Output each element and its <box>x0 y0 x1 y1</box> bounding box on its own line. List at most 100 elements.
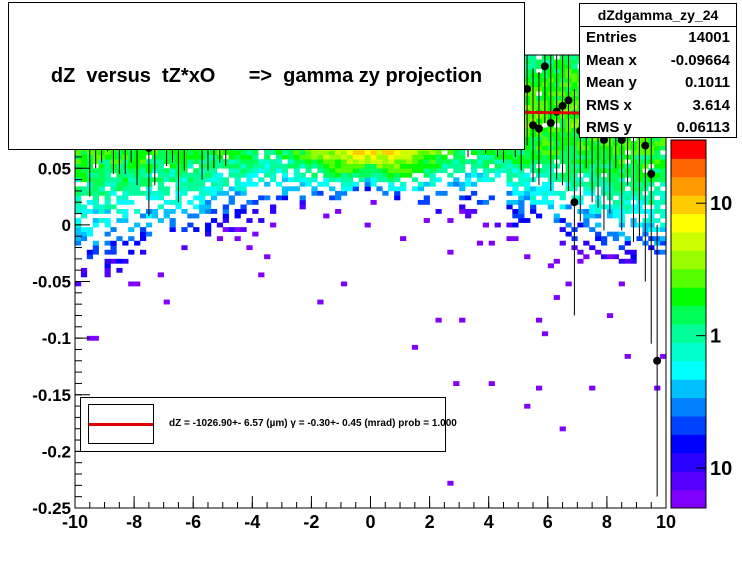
heatmap-cell <box>346 168 354 174</box>
palette-band <box>671 213 706 233</box>
heatmap-cell <box>246 172 253 178</box>
heatmap-cell <box>530 190 537 196</box>
heatmap-cell <box>435 317 442 323</box>
heatmap-cell <box>352 181 359 187</box>
heatmap-cell <box>199 177 206 183</box>
heatmap-cell <box>346 163 354 169</box>
heatmap-cell <box>140 227 147 232</box>
heatmap-cell <box>234 172 241 178</box>
heatmap-cell <box>270 177 277 183</box>
heatmap-cell <box>151 190 159 196</box>
heatmap-cell <box>524 403 531 409</box>
heatmap-cell <box>264 181 271 187</box>
heatmap-cell <box>388 154 395 160</box>
heatmap-cell <box>417 181 424 187</box>
heatmap-cell <box>476 150 484 155</box>
heatmap-cell <box>583 213 590 219</box>
heatmap-cell <box>382 159 389 165</box>
heatmap-cell <box>423 218 430 223</box>
heatmap-cell <box>240 190 247 196</box>
heatmap-cell <box>624 204 631 210</box>
y-tick-label: -0.2 <box>42 442 71 461</box>
heatmap-cell <box>104 222 111 228</box>
heatmap-cell <box>394 177 401 183</box>
heatmap-cell <box>92 168 99 174</box>
heatmap-cell <box>122 190 129 196</box>
heatmap-cell <box>488 240 495 246</box>
heatmap-cell <box>500 168 507 174</box>
heatmap-cell <box>370 172 377 178</box>
heatmap-cell <box>518 218 525 223</box>
heatmap-cell <box>258 272 265 278</box>
stats-value: -0.09664 <box>670 51 730 69</box>
heatmap-cell <box>488 177 495 183</box>
title-box: dZ versus tZ*xO => gamma zy projection <box>8 2 525 150</box>
heatmap-cell <box>405 159 413 165</box>
heatmap-cell <box>140 181 147 187</box>
heatmap-cell <box>264 195 271 201</box>
heatmap-cell <box>654 172 661 178</box>
heatmap-cell <box>193 204 200 210</box>
heatmap-cell <box>110 258 117 264</box>
heatmap-cell <box>116 267 123 273</box>
heatmap-cell <box>524 163 531 169</box>
heatmap-cell <box>75 209 82 214</box>
profile-point <box>523 84 532 93</box>
heatmap-cell <box>216 172 224 178</box>
heatmap-cell <box>323 163 330 169</box>
heatmap-cell <box>346 172 354 178</box>
y-tick-label: -0.25 <box>32 499 71 518</box>
heatmap-cell <box>447 480 454 486</box>
heatmap-cell <box>80 236 88 242</box>
heatmap-cell <box>459 168 466 174</box>
heatmap-cell <box>453 168 460 174</box>
heatmap-cell <box>187 163 194 169</box>
heatmap-cell <box>447 218 454 223</box>
heatmap-cell <box>518 195 525 201</box>
heatmap-cell <box>400 181 407 187</box>
palette-band <box>671 268 706 288</box>
heatmap-cell <box>488 159 495 165</box>
heatmap-cell <box>435 159 442 165</box>
heatmap-cell <box>80 186 88 192</box>
heatmap-cell <box>459 163 466 169</box>
heatmap-cell <box>559 218 566 223</box>
fit-legend-swatch <box>88 404 154 444</box>
heatmap-cell <box>423 159 430 165</box>
heatmap-cell <box>382 177 389 183</box>
heatmap-cell <box>181 181 188 187</box>
heatmap-cell <box>553 213 560 219</box>
heatmap-cell <box>116 181 123 187</box>
heatmap-cell <box>140 154 147 160</box>
heatmap-cell <box>541 186 549 192</box>
heatmap-cell <box>435 150 442 155</box>
heatmap-cell <box>660 181 667 187</box>
heatmap-cell <box>270 222 277 228</box>
heatmap-cell <box>630 254 637 260</box>
heatmap-cell <box>340 150 348 155</box>
heatmap-cell <box>541 190 549 196</box>
heatmap-cell <box>559 195 566 201</box>
heatmap-cell <box>382 168 389 174</box>
profile-point <box>641 141 650 150</box>
heatmap-cell <box>193 213 200 219</box>
heatmap-cell <box>559 190 566 196</box>
heatmap-cell <box>104 190 111 196</box>
heatmap-cell <box>571 59 578 65</box>
heatmap-cell <box>553 190 560 196</box>
heatmap-cell <box>92 218 99 223</box>
heatmap-cell <box>228 172 235 178</box>
heatmap-cell <box>423 154 430 160</box>
heatmap-cell <box>654 190 661 196</box>
heatmap-cell <box>541 145 549 151</box>
heatmap-cell <box>222 163 229 169</box>
heatmap-cell <box>630 249 637 255</box>
heatmap-cell <box>98 204 105 210</box>
heatmap-cell <box>606 231 614 237</box>
heatmap-cell <box>157 150 164 155</box>
heatmap-cell <box>187 199 194 205</box>
y-tick-label: -0.15 <box>32 386 71 405</box>
heatmap-cell <box>488 154 495 160</box>
heatmap-cell <box>476 199 484 205</box>
heatmap-cell <box>358 172 365 178</box>
